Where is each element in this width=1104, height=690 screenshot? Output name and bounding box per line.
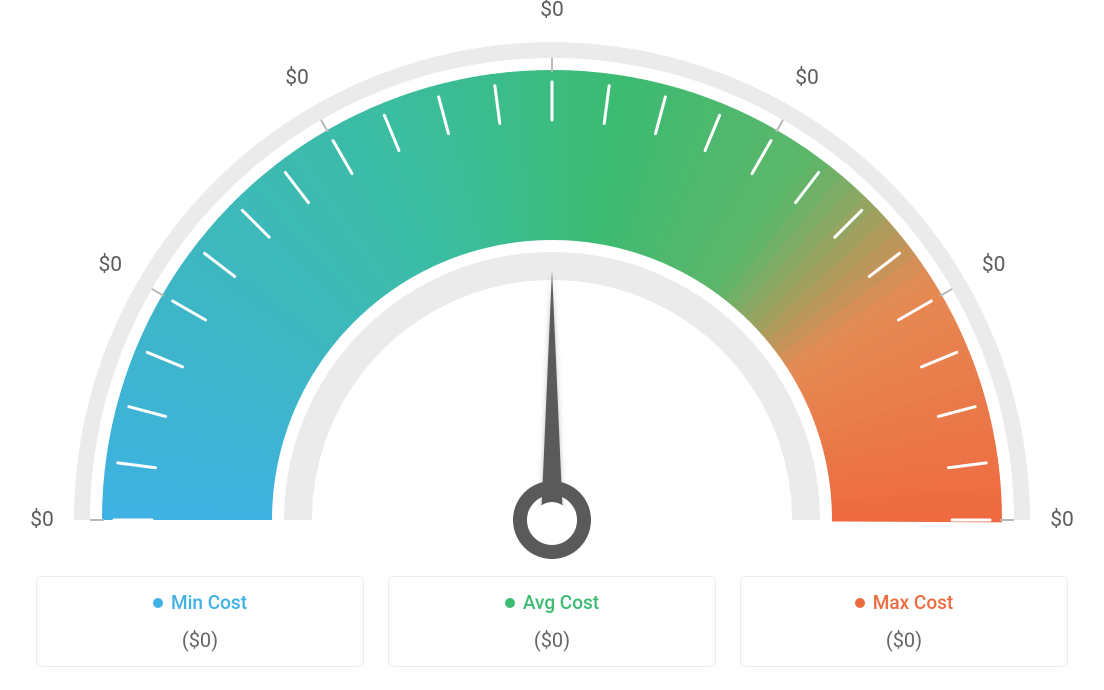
dot-icon: [505, 598, 515, 608]
legend-row: Min Cost ($0) Avg Cost ($0) Max Cost ($0…: [0, 560, 1104, 667]
gauge-tick-label: $0: [982, 253, 1006, 277]
legend-label: Max Cost: [873, 591, 953, 614]
dot-icon: [855, 598, 865, 608]
legend-value: ($0): [407, 628, 697, 652]
legend-label: Avg Cost: [523, 591, 599, 614]
gauge-tick-label: $0: [285, 66, 309, 90]
gauge-tick-label: $0: [540, 0, 564, 22]
legend-card-max: Max Cost ($0): [740, 576, 1068, 667]
gauge-tick-label: $0: [795, 66, 819, 90]
legend-header: Min Cost: [153, 591, 247, 614]
legend-header: Avg Cost: [505, 591, 599, 614]
legend-card-avg: Avg Cost ($0): [388, 576, 716, 667]
gauge-chart: $0 $0 $0 $0 $0 $0 $0: [0, 0, 1104, 560]
dot-icon: [153, 598, 163, 608]
legend-value: ($0): [759, 628, 1049, 652]
gauge-tick-label: $0: [99, 253, 123, 277]
legend-card-min: Min Cost ($0): [36, 576, 364, 667]
gauge-tick-label: $0: [1050, 508, 1074, 532]
legend-value: ($0): [55, 628, 345, 652]
gauge-tick-label: $0: [30, 508, 54, 532]
legend-label: Min Cost: [171, 591, 247, 614]
gauge-svg: [0, 0, 1104, 560]
legend-header: Max Cost: [855, 591, 953, 614]
